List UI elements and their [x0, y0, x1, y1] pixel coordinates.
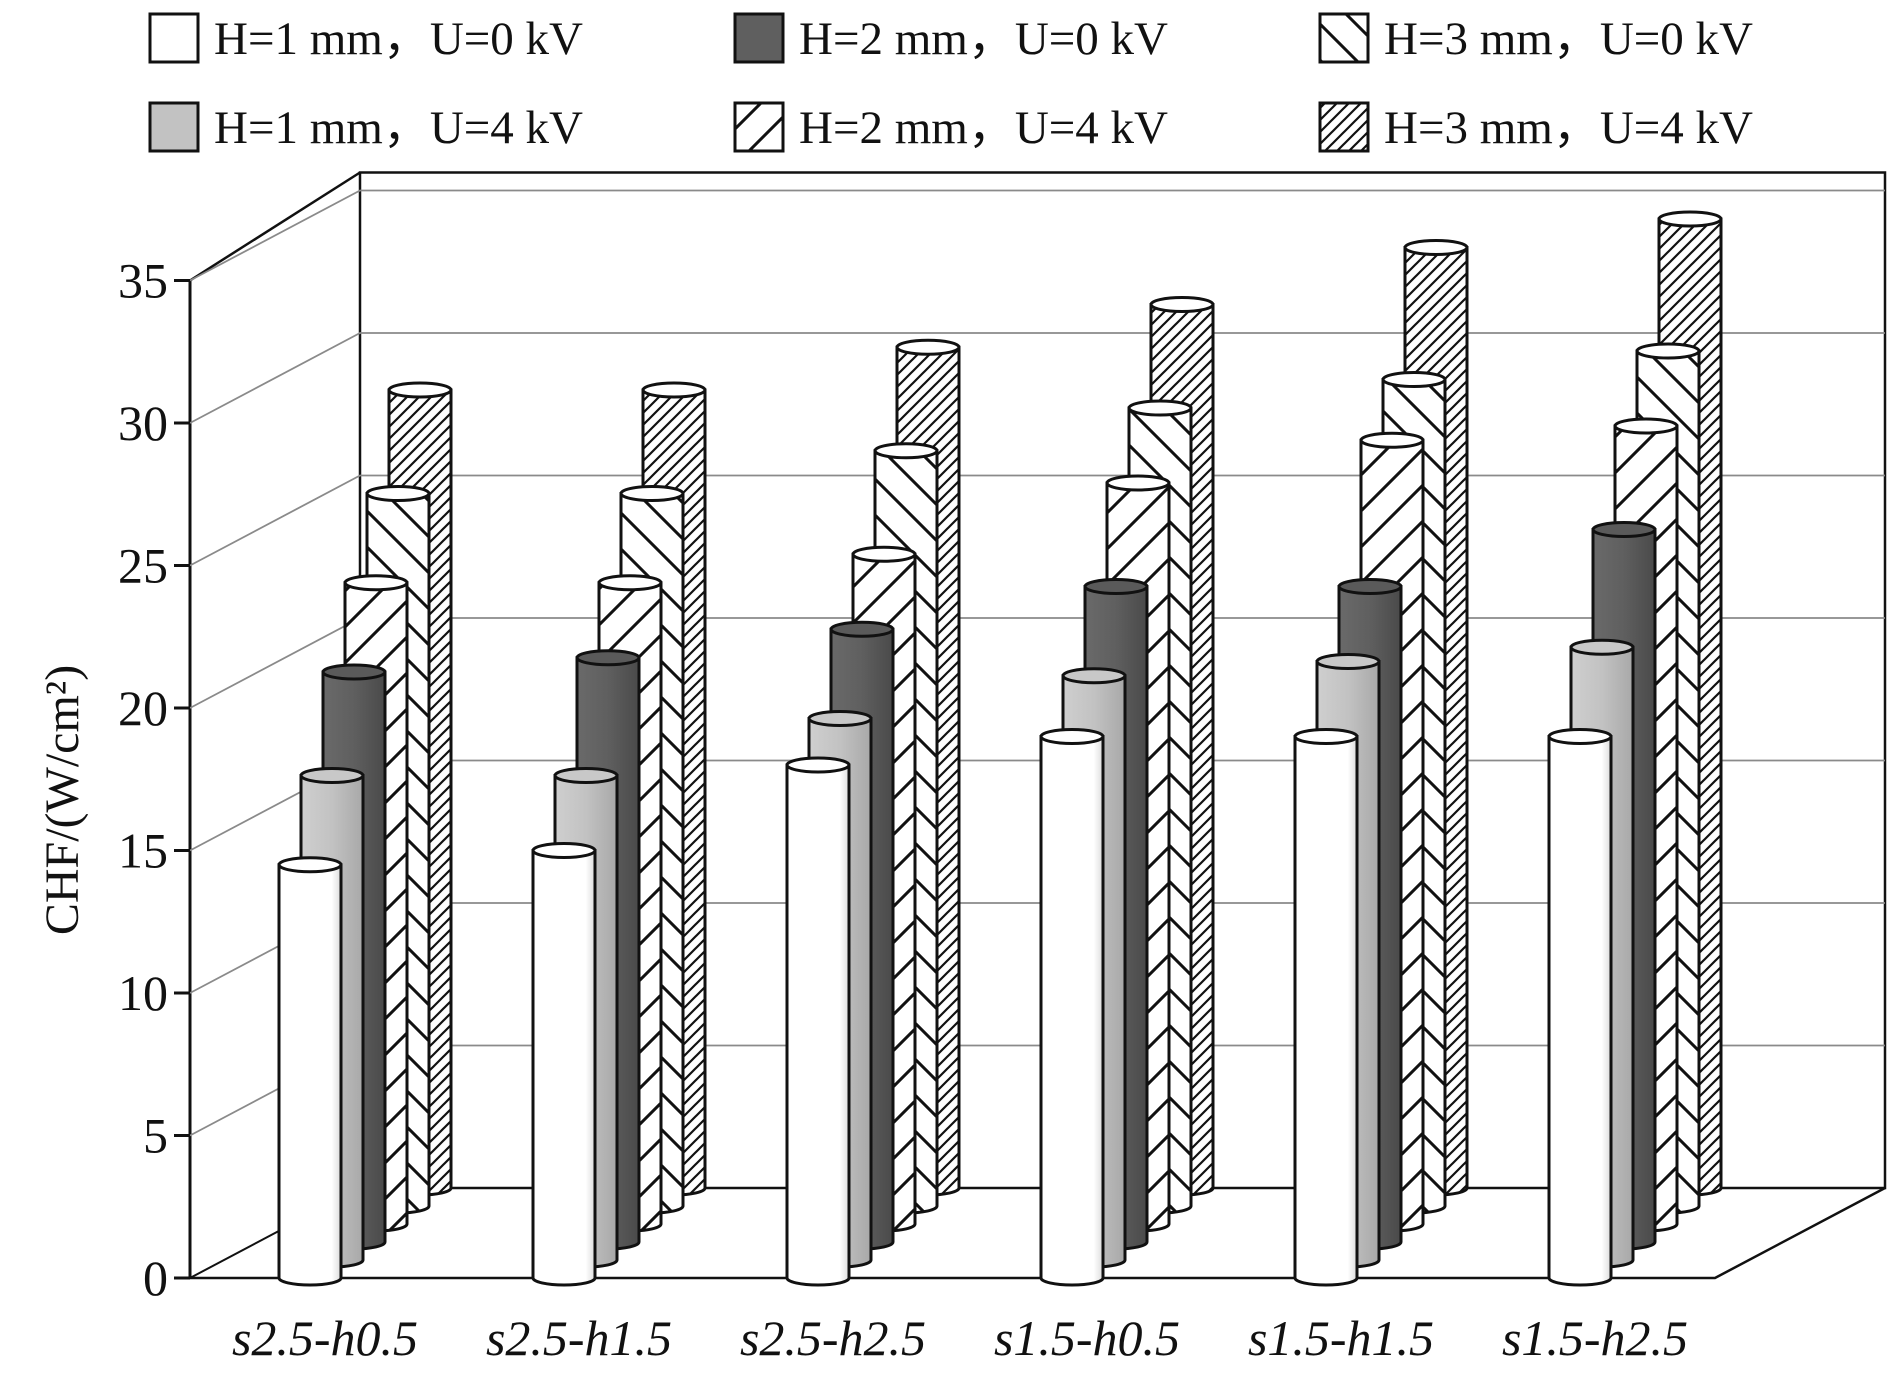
y-axis-ticks: 0 5 10 15 20 25 30 35 — [118, 253, 190, 1306]
bar-top — [1127, 399, 1193, 417]
bar-top — [1635, 342, 1701, 360]
legend-item: H=3 mm，U=0 kV — [1318, 12, 1753, 65]
legend-item: H=3 mm，U=4 kV — [1318, 101, 1753, 154]
legend-item: H=1 mm，U=0 kV — [148, 12, 583, 65]
x-category-label: s2.5-h0.5 — [232, 1310, 418, 1366]
legend-swatch — [1318, 12, 1370, 64]
bar-top — [1083, 578, 1149, 595]
bar-top — [873, 442, 939, 460]
bar-top — [365, 485, 431, 502]
x-category-label: s1.5-h0.5 — [994, 1310, 1180, 1366]
x-category-label: s2.5-h1.5 — [486, 1310, 672, 1366]
bar-body — [531, 849, 597, 1287]
bar-top — [531, 842, 597, 859]
bar-top — [1149, 296, 1215, 313]
bar-top — [1315, 653, 1381, 670]
bar — [277, 856, 343, 1287]
y-tick-label: 0 — [143, 1250, 168, 1306]
bar-top — [299, 767, 365, 784]
bar-top — [1105, 474, 1171, 492]
bar — [1039, 728, 1105, 1287]
legend-item: H=1 mm，U=4 kV — [148, 101, 583, 154]
bar-top — [1337, 578, 1403, 595]
bar — [531, 842, 597, 1287]
legend-swatch — [733, 12, 785, 64]
legend-label: H=1 mm，U=4 kV — [214, 102, 583, 154]
bar-top — [895, 338, 961, 356]
bar-top — [1039, 728, 1105, 745]
bar-top — [1569, 638, 1635, 656]
bar-body — [277, 863, 343, 1287]
y-tick-label: 5 — [143, 1108, 168, 1164]
x-axis-categories: s2.5-h0.5 s2.5-h1.5 s2.5-h2.5 s1.5-h0.5 s1.5… — [232, 1310, 1688, 1366]
legend-label: H=3 mm，U=0 kV — [1384, 13, 1753, 65]
bar-top — [851, 545, 917, 563]
legend-swatch — [148, 12, 200, 64]
top-left-edge — [189, 171, 361, 282]
gridline — [189, 189, 1885, 282]
bar-body — [1547, 735, 1613, 1287]
bar-top — [641, 381, 707, 399]
bar-top — [321, 663, 387, 681]
bar — [1547, 728, 1613, 1287]
x-category-label: s1.5-h1.5 — [1248, 1310, 1434, 1366]
y-tick-label: 25 — [118, 538, 168, 594]
bar-top — [277, 856, 343, 874]
y-tick-label: 20 — [118, 680, 168, 736]
bar-top — [807, 710, 873, 727]
bar-top — [785, 756, 851, 774]
y-tick-label: 30 — [118, 395, 168, 451]
legend-label: H=2 mm，U=0 kV — [799, 13, 1168, 65]
bar-top — [1293, 728, 1359, 745]
bar-top — [343, 574, 409, 592]
y-tick-label: 15 — [118, 823, 168, 879]
y-tick-label: 35 — [118, 253, 168, 309]
floor-front-edge — [190, 1186, 1886, 1280]
legend-label: H=3 mm，U=4 kV — [1384, 102, 1753, 154]
bar — [785, 756, 851, 1287]
legend-swatch — [733, 101, 785, 153]
bar-body — [1039, 735, 1105, 1287]
bar-top — [1657, 210, 1723, 228]
bar-top — [1613, 417, 1679, 435]
bar-body — [1293, 735, 1359, 1287]
bar — [1293, 728, 1359, 1287]
x-category-label: s2.5-h2.5 — [740, 1310, 926, 1366]
bar-top — [1359, 431, 1425, 449]
bar-top — [575, 649, 641, 667]
bar-top — [1591, 521, 1657, 538]
legend: H=1 mm，U=0 kV H=2 mm，U=0 kV H=3 mm，U=0 kV H… — [148, 12, 1753, 154]
legend-swatch — [1318, 101, 1370, 153]
bar-top — [1061, 667, 1127, 685]
bar-top — [1547, 728, 1613, 745]
y-tick-label: 10 — [118, 965, 168, 1021]
bar-top — [553, 767, 619, 784]
bar-body — [785, 763, 851, 1287]
bar-top — [1381, 371, 1447, 388]
bar-top — [619, 485, 685, 502]
gridline — [189, 332, 1885, 424]
x-category-label: s1.5-h2.5 — [1502, 1310, 1688, 1366]
bar-top — [1403, 239, 1469, 256]
bar-top — [597, 574, 663, 592]
legend-label: H=2 mm，U=4 kV — [799, 102, 1168, 154]
bar-top — [829, 620, 895, 638]
legend-label: H=1 mm，U=0 kV — [214, 13, 583, 65]
bars — [277, 210, 1723, 1287]
legend-item: H=2 mm，U=4 kV — [733, 101, 1168, 154]
y-axis-label: CHF/(W/cm²) — [36, 665, 89, 935]
legend-swatch — [148, 101, 200, 153]
legend-item: H=2 mm，U=0 kV — [733, 12, 1168, 65]
bar-top — [387, 381, 453, 399]
